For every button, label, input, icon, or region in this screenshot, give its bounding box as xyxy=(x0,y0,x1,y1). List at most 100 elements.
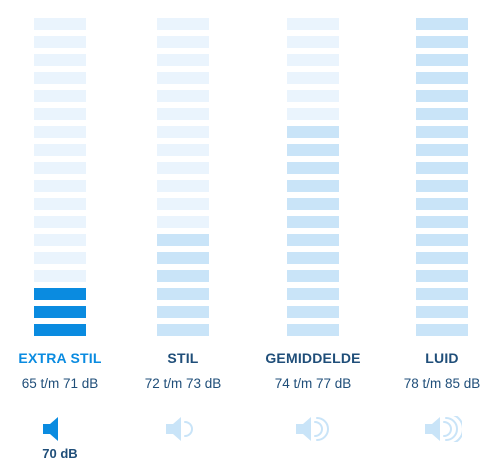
meter-bar xyxy=(416,36,468,48)
meter-bar xyxy=(157,144,209,156)
meter-bar xyxy=(34,36,86,48)
speaker-muted-icon xyxy=(43,417,58,441)
speaker-body xyxy=(166,417,181,441)
meter-bar xyxy=(416,288,468,300)
volume-meter xyxy=(287,18,339,342)
meter-bar xyxy=(157,18,209,30)
meter-bar xyxy=(34,306,86,318)
meter-bar xyxy=(34,126,86,138)
level-label: GEMIDDELDE xyxy=(265,350,361,366)
meter-bar xyxy=(416,180,468,192)
meter-bar xyxy=(416,306,468,318)
meter-bar xyxy=(157,198,209,210)
sound-wave xyxy=(445,417,458,441)
meter-bar xyxy=(287,180,339,192)
meter-bar xyxy=(157,180,209,192)
meter-bar xyxy=(157,162,209,174)
level-range: 72 t/m 73 dB xyxy=(144,376,222,391)
meter-bar xyxy=(416,126,468,138)
current-level-value: 70 dB xyxy=(42,446,78,461)
meter-bar xyxy=(34,108,86,120)
meter-bar xyxy=(416,324,468,336)
meter-bar xyxy=(287,288,339,300)
meter-bar xyxy=(287,90,339,102)
speaker-low-icon xyxy=(166,417,193,441)
meter-bar xyxy=(34,324,86,336)
meter-bar xyxy=(157,72,209,84)
meter-bar xyxy=(287,198,339,210)
meter-bar xyxy=(157,54,209,66)
speaker-high-icon xyxy=(425,416,462,442)
meter-bar xyxy=(287,108,339,120)
level-column-extra-stil[interactable]: EXTRA STIL 65 t/m 71 dB 70 dB xyxy=(0,0,125,468)
meter-bar xyxy=(287,306,339,318)
meter-bar xyxy=(34,144,86,156)
volume-meter xyxy=(157,18,209,342)
meter-bar xyxy=(416,18,468,30)
meter-bar xyxy=(287,234,339,246)
meter-bar xyxy=(416,108,468,120)
meter-bar xyxy=(34,252,86,264)
meter-bar xyxy=(34,198,86,210)
meter-bar xyxy=(287,144,339,156)
meter-bar xyxy=(287,72,339,84)
meter-bar xyxy=(287,126,339,138)
meter-bar xyxy=(416,198,468,210)
meter-bar xyxy=(34,180,86,192)
meter-bar xyxy=(34,162,86,174)
meter-bar xyxy=(287,252,339,264)
level-label: EXTRA STIL xyxy=(18,350,102,366)
sound-wave xyxy=(316,417,329,441)
sound-wave xyxy=(443,421,452,437)
level-column-luid[interactable]: LUID 78 t/m 85 dB xyxy=(377,0,500,468)
meter-bar xyxy=(157,306,209,318)
meter-bar xyxy=(157,270,209,282)
meter-bar xyxy=(34,18,86,30)
speaker-medium-icon xyxy=(296,417,329,441)
meter-bar xyxy=(34,288,86,300)
meter-bar xyxy=(157,36,209,48)
meter-bar xyxy=(287,162,339,174)
speaker-body xyxy=(425,417,440,441)
meter-bar xyxy=(157,234,209,246)
meter-bar xyxy=(287,216,339,228)
volume-meter xyxy=(34,18,86,342)
level-range: 74 t/m 77 dB xyxy=(274,376,352,391)
level-range: 65 t/m 71 dB xyxy=(21,376,99,391)
level-column-stil[interactable]: STIL 72 t/m 73 dB xyxy=(118,0,248,468)
meter-bar xyxy=(157,324,209,336)
meter-bar xyxy=(157,216,209,228)
sound-wave xyxy=(184,421,193,437)
meter-bar xyxy=(287,54,339,66)
meter-bar xyxy=(157,288,209,300)
meter-bar xyxy=(287,324,339,336)
volume-meter xyxy=(416,18,468,342)
meter-bar xyxy=(416,216,468,228)
meter-bar xyxy=(34,234,86,246)
meter-bar xyxy=(34,72,86,84)
meter-bar xyxy=(157,126,209,138)
meter-bar xyxy=(416,90,468,102)
meter-bar xyxy=(416,252,468,264)
level-range: 78 t/m 85 dB xyxy=(403,376,481,391)
level-column-gemiddelde[interactable]: GEMIDDELDE 74 t/m 77 dB xyxy=(248,0,378,468)
meter-bar xyxy=(34,216,86,228)
speaker-body xyxy=(296,417,311,441)
meter-bar xyxy=(157,108,209,120)
meter-bar xyxy=(287,36,339,48)
meter-bar xyxy=(416,162,468,174)
meter-bar xyxy=(157,252,209,264)
speaker-body xyxy=(43,417,58,441)
level-label: LUID xyxy=(425,350,459,366)
meter-bar xyxy=(416,72,468,84)
meter-bar xyxy=(416,270,468,282)
meter-bar xyxy=(416,234,468,246)
meter-bar xyxy=(416,54,468,66)
meter-bar xyxy=(416,144,468,156)
meter-bar xyxy=(34,54,86,66)
sound-wave xyxy=(314,421,323,437)
meter-bar xyxy=(287,270,339,282)
meter-bar xyxy=(34,270,86,282)
meter-bar xyxy=(157,90,209,102)
meter-bar xyxy=(34,90,86,102)
